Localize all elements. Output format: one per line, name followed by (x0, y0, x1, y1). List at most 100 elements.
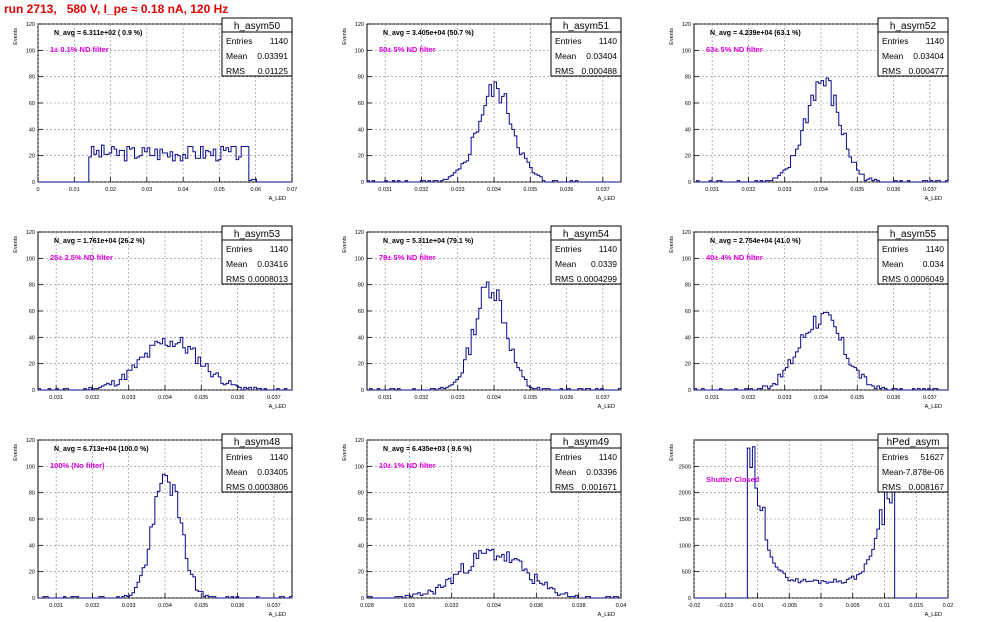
stat-value-rms: 0.000477 (909, 66, 945, 76)
stat-label-mean: Mean (226, 259, 248, 269)
filter-label: 10± 1% ND filter (379, 461, 436, 470)
x-axis-label: A_LED (598, 404, 615, 410)
x-tick-label: -0.015 (718, 603, 734, 609)
x-tick-label: 0.034 (487, 395, 501, 401)
stat-value-rms: 0.0003806 (248, 482, 288, 492)
y-tick-label: 20 (358, 362, 364, 368)
stat-label-entries: Entries (555, 36, 581, 46)
filter-label: 50± 5% ND filter (379, 45, 436, 54)
stat-label-rms: RMS (882, 482, 901, 492)
x-tick-label: 0.05 (214, 187, 225, 193)
stat-label-mean: Mean (226, 51, 248, 61)
navg-label: N_avg = 4.239e+04 (63.1 %) (710, 30, 801, 37)
y-tick-label: 0 (688, 180, 691, 186)
navg-label: N_avg = 5.311e+04 (79.1 %) (383, 238, 473, 245)
y-tick-label: 120 (355, 438, 364, 444)
y-axis-label: Events (669, 28, 675, 45)
stat-label-rms: RMS (882, 66, 901, 76)
histogram-name: h_asym50 (234, 21, 281, 32)
x-tick-label: 0.032 (742, 187, 756, 193)
stat-value-mean: 0.03396 (586, 467, 617, 477)
x-tick-label: 0.032 (86, 395, 100, 401)
y-tick-label: 80 (29, 75, 35, 81)
stat-value-rms: 0.0004299 (577, 274, 617, 284)
x-tick-label: 0.037 (596, 187, 610, 193)
stat-value-entries: 1140 (270, 36, 289, 46)
stat-label-entries: Entries (882, 244, 908, 254)
y-axis-label: Events (669, 236, 675, 253)
x-tick-label: -0.01 (751, 603, 764, 609)
x-tick-label: 0.07 (287, 187, 298, 193)
navg-label: N_avg = 2.754e+04 (41.0 %) (710, 238, 801, 245)
x-tick-label: 0.034 (158, 603, 172, 609)
stat-label-mean: Mean (882, 259, 904, 269)
y-tick-label: 1000 (679, 543, 691, 549)
y-tick-label: 80 (358, 75, 364, 81)
x-tick-label: 0.031 (705, 395, 719, 401)
panel-h_asym48: 0.031 0.032 0.033 0.034 0.035 0.036 0.037 0 20 40… (13, 433, 293, 618)
y-tick-label: 0 (32, 596, 35, 602)
panel-h_asym54: 0.031 0.032 0.033 0.034 0.035 0.036 0.037 0 20 40… (342, 225, 622, 410)
y-axis-label: Events (13, 444, 19, 461)
x-tick-label: 0.033 (451, 395, 465, 401)
x-axis-label: A_LED (598, 612, 615, 618)
stat-value-entries: 1140 (599, 452, 618, 462)
x-tick-label: 0.035 (523, 395, 537, 401)
filter-label: 25± 2.5% ND filter (50, 253, 113, 262)
y-tick-label: 60 (685, 309, 691, 315)
stat-label-rms: RMS (226, 482, 245, 492)
stat-value-entries: 1140 (270, 452, 289, 462)
y-axis-label: Events (13, 28, 19, 45)
y-tick-label: 1500 (679, 517, 691, 523)
x-tick-label: 0.028 (360, 603, 374, 609)
y-tick-label: 40 (685, 127, 691, 133)
x-axis-label: A_LED (269, 196, 286, 202)
stat-value-entries: 1140 (270, 244, 289, 254)
x-tick-label: 0.035 (194, 603, 208, 609)
y-axis-label: Events (342, 236, 348, 253)
stats-box (221, 17, 293, 77)
navg-label: N_avg = 1.761e+04 (26.2 %) (54, 238, 145, 245)
filter-label: 1± 0.1% ND filter (50, 45, 109, 54)
y-tick-label: 100 (26, 48, 35, 54)
x-axis-label: A_LED (269, 612, 286, 618)
x-tick-label: 0 (36, 187, 39, 193)
x-tick-label: 0.04 (178, 187, 189, 193)
y-tick-label: 60 (358, 101, 364, 107)
histogram-name: h_asym55 (890, 229, 937, 240)
stat-value-rms: 0.0008013 (248, 274, 288, 284)
y-axis-label: Events (342, 444, 348, 461)
histogram-series (37, 336, 292, 391)
y-tick-label: 60 (685, 101, 691, 107)
histogram-name: hPed_asym (887, 437, 940, 448)
stat-label-mean: Mean (555, 259, 577, 269)
y-tick-label: 40 (29, 335, 35, 341)
y-tick-label: 0 (361, 388, 364, 394)
stat-label-entries: Entries (555, 244, 581, 254)
stat-value-mean: 0.03391 (257, 51, 288, 61)
panel-h_asym55: 0.031 0.032 0.033 0.034 0.035 0.036 0.037 0 20 40… (669, 225, 949, 410)
y-tick-label: 20 (29, 570, 35, 576)
x-tick-label: 0.033 (451, 187, 465, 193)
stat-value-entries: 51627 (920, 452, 944, 462)
histogram-name: h_asym51 (563, 21, 610, 32)
y-tick-label: 2000 (679, 491, 691, 497)
x-tick-label: 0.01 (69, 187, 80, 193)
histogram-name: h_asym53 (234, 229, 281, 240)
y-tick-label: 100 (26, 464, 35, 470)
y-tick-label: 120 (682, 22, 691, 28)
y-tick-label: 2500 (679, 464, 691, 470)
y-tick-label: 0 (688, 388, 691, 394)
stats-box (221, 225, 293, 285)
panel-h_asym50: 0 0.01 0.02 0.03 0.04 0.05 0.06 0.07 0 20 40 60 80 10… (13, 17, 298, 202)
y-tick-label: 60 (358, 517, 364, 523)
y-tick-label: 40 (29, 127, 35, 133)
x-tick-label: -0.005 (781, 603, 797, 609)
y-tick-label: 20 (29, 362, 35, 368)
stats-box (550, 17, 622, 77)
stat-value-rms: 0.01125 (258, 66, 288, 76)
x-axis-label: A_LED (598, 196, 615, 202)
panel-h_asym49: 0.028 0.03 0.032 0.034 0.036 0.038 0.04 0 20 40 60… (342, 433, 626, 618)
stat-label-mean: Mean (555, 467, 577, 477)
